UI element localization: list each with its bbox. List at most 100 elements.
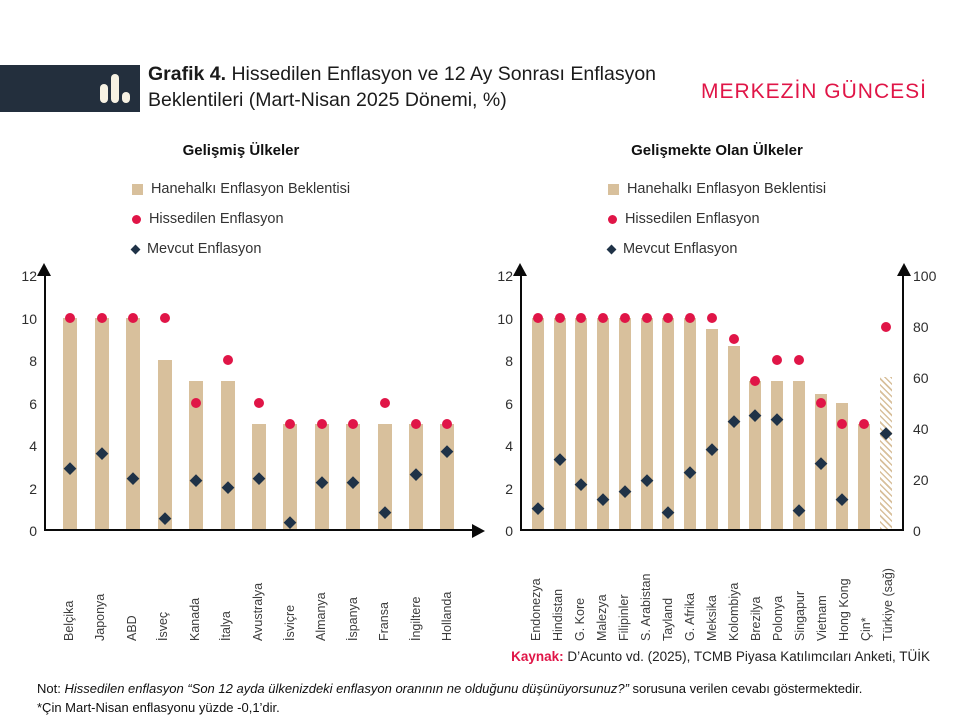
page-title-text: Hissedilen Enflasyon ve 12 Ay Sonrası En… <box>148 63 657 111</box>
data-column <box>618 276 631 529</box>
plot-area <box>37 263 485 538</box>
x-axis-label: Malezya <box>595 594 609 641</box>
legend-label: Hanehalkı Enflasyon Beklentisi <box>626 181 827 197</box>
x-axis-label: Hollanda <box>440 591 455 641</box>
y-axis-tick-label: 4 <box>505 438 513 454</box>
bar-columns <box>46 276 472 529</box>
x-axis-label: Kanada <box>187 597 202 641</box>
y-axis-tick-label: 10 <box>497 310 513 327</box>
y-axis-tick-label: 80 <box>913 319 929 335</box>
x-axis-label: Filipinler <box>617 594 631 641</box>
legend-label: Hissedilen Enflasyon <box>148 211 284 227</box>
x-axis-label: Singapur <box>793 590 807 641</box>
x-axis-labels: Belçika Japonya ABD İsveç Kanada İtalya Avustr… <box>44 531 472 641</box>
y-axis-tick-label: 8 <box>505 353 513 369</box>
data-column <box>662 276 675 529</box>
data-column <box>575 276 588 529</box>
legend-label: Mevcut Enflasyon <box>146 241 262 257</box>
y-axis-tick-label: 0 <box>29 523 37 539</box>
circle-marker-icon <box>131 214 141 224</box>
perceived-inflation-dot <box>619 313 630 324</box>
y-axis-tick-label: 0 <box>505 523 513 539</box>
data-column <box>640 276 653 529</box>
data-column <box>684 276 697 529</box>
data-column <box>314 276 329 529</box>
x-axis-label: Tayland <box>661 597 675 641</box>
data-column <box>771 276 784 529</box>
y-axis-tick-label: 10 <box>21 310 37 327</box>
data-column <box>63 276 78 529</box>
source-label: Kaynak: <box>511 649 564 664</box>
expectation-bar <box>314 423 329 529</box>
x-axis-label: Türkiye (sağ) <box>881 568 895 641</box>
page-title-number: Grafik 4. <box>148 63 227 85</box>
expectation-bar <box>684 318 697 529</box>
x-axis-label: Endonezya <box>529 578 543 641</box>
legend: Hanehalkı Enflasyon Beklentisi Hissedile… <box>606 174 827 264</box>
perceived-inflation-dot <box>728 334 739 345</box>
legend: Hanehalkı Enflasyon Beklentisi Hissedile… <box>130 174 351 264</box>
x-axis-label: İsveç <box>156 611 171 641</box>
chart-title: Gelişmekte Olan Ülkeler <box>631 142 803 159</box>
expectation-bar <box>575 318 588 529</box>
source-note: Kaynak: D’Acunto vd. (2025), TCMB Piyasa… <box>511 649 930 664</box>
page-title: Grafik 4. Hissedilen Enflasyon ve 12 Ay … <box>148 61 728 113</box>
note-line-1: Not: Hissedilen enflasyon “Son 12 ayda ü… <box>37 681 863 696</box>
data-column <box>792 276 805 529</box>
perceived-inflation-dot <box>750 376 761 387</box>
x-axis-label: İspanya <box>345 597 360 641</box>
bar-chart-icon <box>100 74 130 103</box>
y-axis-tick-label: 6 <box>29 395 37 412</box>
legend-item-expectation: Hanehalkı Enflasyon Beklentisi <box>131 174 351 204</box>
data-column <box>705 276 718 529</box>
chart-emerging-countries: Gelişmekte Olan Ülkeler Hanehalkı Enflas… <box>486 142 948 641</box>
y-axis-tick-label: 2 <box>505 480 513 497</box>
perceived-inflation-dot <box>837 418 848 429</box>
x-axis-label: ABD <box>124 615 139 641</box>
y-axis-tick-label: 12 <box>21 268 37 284</box>
perceived-inflation-dot <box>65 313 76 324</box>
expectation-bar <box>553 318 566 529</box>
legend-label: Hissedilen Enflasyon <box>624 211 760 227</box>
x-axis-label: Hindistan <box>551 588 565 641</box>
x-axis-label: Avustralya <box>250 582 265 641</box>
perceived-inflation-dot <box>706 313 717 324</box>
data-column <box>94 276 109 529</box>
data-column <box>440 276 455 529</box>
y-axis-tick-label: 60 <box>913 370 929 386</box>
data-column <box>597 276 610 529</box>
data-column <box>283 276 298 529</box>
data-column <box>553 276 566 529</box>
perceived-inflation-dot <box>663 313 674 324</box>
perceived-inflation-dot <box>96 313 107 324</box>
legend-label: Hanehalkı Enflasyon Beklentisi <box>150 181 351 197</box>
expectation-bar <box>597 318 610 529</box>
data-column <box>189 276 204 529</box>
data-column <box>727 276 740 529</box>
legend-item-current: Mevcut Enflasyon <box>606 234 826 264</box>
x-axis-label: Vietnam <box>815 595 829 641</box>
expectation-bar <box>858 423 871 529</box>
expectation-bar <box>662 318 675 529</box>
data-column <box>749 276 762 529</box>
chart-developed-countries: Gelişmiş Ülkeler Hanehalkı Enflasyon Bek… <box>10 142 485 641</box>
perceived-inflation-dot <box>348 418 359 429</box>
y-axis-left: 0 2 4 6 8 10 12 <box>486 268 520 539</box>
data-column <box>346 276 361 529</box>
bar-columns <box>522 276 902 529</box>
expectation-bar <box>618 318 631 529</box>
expectation-bar <box>640 318 653 529</box>
brand-wordmark: MERKEZİN GÜNCESİ <box>700 80 927 103</box>
x-axis-label: Almanya <box>314 592 329 641</box>
x-axis-label: Meksika <box>705 595 719 641</box>
data-column <box>409 276 424 529</box>
perceived-inflation-dot <box>576 313 587 324</box>
perceived-inflation-dot <box>316 418 327 429</box>
chart-title: Gelişmiş Ülkeler <box>182 142 300 159</box>
diamond-marker-icon <box>130 244 141 254</box>
perceived-inflation-dot <box>598 313 609 324</box>
legend-item-perceived: Hissedilen Enflasyon <box>131 204 350 234</box>
perceived-inflation-dot <box>442 418 453 429</box>
perceived-inflation-dot <box>411 418 422 429</box>
perceived-inflation-dot <box>532 313 543 324</box>
